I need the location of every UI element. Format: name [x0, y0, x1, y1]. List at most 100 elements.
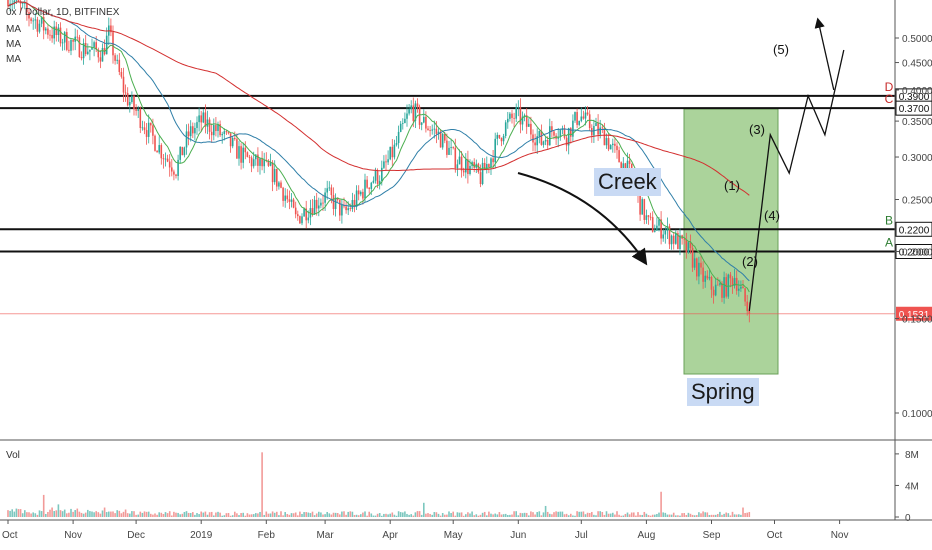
volume-bar	[559, 511, 562, 517]
volume-bar	[80, 512, 83, 517]
projection-box	[683, 108, 779, 375]
candle-body	[712, 289, 715, 296]
indicator-ma-2[interactable]: MA	[6, 39, 21, 50]
volume-bar	[609, 513, 612, 517]
candle-body	[116, 59, 118, 61]
candle-body	[162, 158, 165, 160]
volume-bar	[32, 512, 34, 517]
candle-body	[406, 113, 408, 119]
candle-body	[519, 106, 522, 125]
candle-body	[378, 180, 381, 184]
candle-body	[288, 199, 291, 202]
candle-body	[330, 187, 333, 196]
price-tick-label: 0.4500	[902, 59, 932, 70]
volume-bar	[286, 513, 289, 517]
candle-body	[437, 131, 440, 134]
wave-label-5: (5)	[773, 42, 789, 57]
volume-bar	[641, 514, 643, 517]
candle-body	[360, 191, 362, 195]
volume-bar	[429, 513, 431, 517]
volume-bar	[87, 509, 89, 517]
candle-body	[61, 42, 64, 44]
candle-body	[572, 120, 574, 137]
candle-body	[173, 171, 175, 175]
time-tick-label: Mar	[316, 530, 334, 541]
time-tick-label: Feb	[258, 530, 276, 541]
volume-bar	[311, 511, 314, 517]
candle-body	[17, 0, 20, 2]
candle-body	[469, 165, 471, 174]
candle-body	[208, 119, 211, 132]
volume-bar	[584, 514, 587, 517]
volume-bar	[152, 514, 154, 517]
candle-body	[215, 125, 217, 132]
level-letter-c: C	[885, 92, 894, 106]
volume-bar	[349, 511, 352, 517]
indicator-ma-1[interactable]: MA	[6, 24, 21, 35]
volume-bar	[246, 513, 249, 517]
volume-bar	[181, 513, 184, 517]
candle-body	[706, 275, 709, 279]
volume-bar	[370, 513, 373, 517]
candle-body	[261, 158, 263, 167]
time-tick-label: Oct	[767, 530, 783, 541]
level-value-d: 0.3900	[899, 92, 930, 103]
volume-bar	[691, 514, 694, 517]
creek-label: Creek	[594, 168, 661, 196]
volume-bar	[175, 512, 177, 517]
volume-tick-label: 8M	[905, 450, 919, 461]
candle-body	[607, 138, 610, 150]
candle-body	[643, 199, 646, 220]
volume-bar	[141, 512, 144, 517]
volume-bar	[131, 511, 133, 517]
candle-body	[110, 25, 112, 33]
indicator-ma-3[interactable]: MA	[6, 54, 21, 65]
volume-bar	[53, 511, 55, 517]
volume-bar	[383, 513, 385, 517]
volume-bar	[393, 514, 396, 517]
candle-body	[206, 119, 209, 127]
candle-body	[347, 208, 349, 211]
wave-label-3: (3)	[749, 122, 765, 137]
volume-bar	[347, 511, 349, 517]
volume-bar	[456, 512, 459, 517]
volume-bar	[744, 513, 746, 517]
candle-body	[150, 122, 152, 126]
candle-body	[507, 118, 509, 123]
volume-tick-label: 4M	[905, 481, 919, 492]
volume-bar	[366, 515, 368, 517]
candle-body	[166, 158, 169, 162]
volume-bar	[112, 511, 114, 517]
candle-body	[168, 161, 171, 168]
volume-bar	[261, 452, 263, 517]
volume-bar	[656, 513, 658, 517]
volume-bar	[740, 514, 742, 517]
candle-body	[158, 145, 160, 153]
volume-bar	[45, 514, 47, 517]
candle-body	[381, 167, 383, 181]
current-price-tag	[896, 306, 932, 321]
candle-body	[200, 115, 202, 123]
volume-bar	[507, 515, 509, 517]
volume-bar	[34, 513, 37, 517]
candle-body	[423, 116, 425, 123]
volume-bar	[502, 514, 505, 517]
volume-bar	[462, 515, 465, 517]
candle-body	[612, 143, 614, 146]
volume-bar	[229, 515, 232, 517]
volume-bar	[108, 511, 110, 517]
volume-bar	[586, 512, 589, 517]
candle-body	[345, 206, 347, 211]
candle-body	[292, 199, 295, 208]
candle-body	[595, 122, 597, 127]
candle-body	[494, 138, 496, 163]
volume-bar	[221, 515, 223, 517]
volume-bar	[196, 513, 198, 517]
volume-bar	[477, 515, 480, 517]
candle-body	[252, 159, 255, 167]
volume-bar	[670, 514, 673, 517]
volume-bar	[628, 514, 631, 517]
time-tick-label: Nov	[64, 530, 82, 541]
candle-body	[374, 170, 377, 181]
